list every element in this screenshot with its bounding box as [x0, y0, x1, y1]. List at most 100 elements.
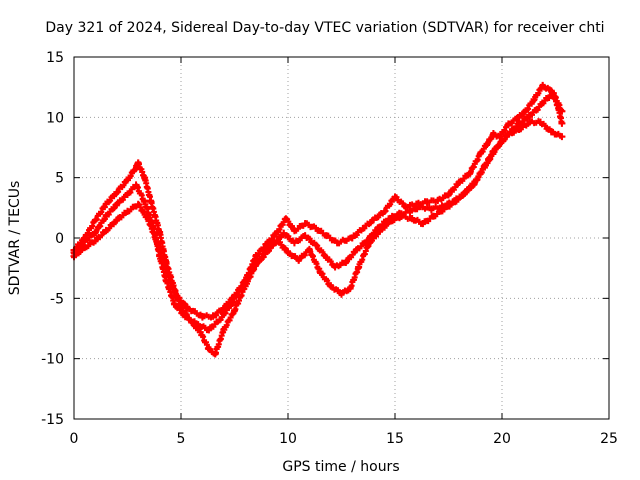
- data-point: [331, 263, 339, 271]
- data-point: [316, 268, 324, 276]
- data-point: [91, 216, 99, 224]
- data-point: [102, 212, 110, 220]
- data-point: [522, 107, 530, 115]
- data-point: [220, 326, 228, 334]
- data-point: [134, 159, 142, 167]
- data-point: [370, 216, 378, 224]
- data-point: [434, 197, 442, 205]
- data-point: [558, 107, 566, 115]
- data-point: [312, 241, 320, 249]
- data-point: [327, 282, 335, 290]
- data-point: [504, 130, 512, 138]
- data-marks: [70, 81, 566, 358]
- data-point: [113, 188, 121, 196]
- data-point: [141, 174, 149, 182]
- data-point: [305, 246, 313, 254]
- data-point: [430, 212, 438, 220]
- y-tick-label: -5: [50, 291, 64, 307]
- data-point: [549, 89, 557, 97]
- data-point: [483, 140, 491, 148]
- data-point: [558, 133, 566, 141]
- x-axis-label: GPS time / hours: [282, 459, 399, 475]
- x-tick-label: 10: [279, 431, 297, 447]
- data-point: [91, 228, 99, 236]
- data-point: [171, 288, 179, 296]
- data-point: [419, 220, 427, 228]
- data-point: [323, 232, 331, 240]
- data-point: [241, 282, 249, 290]
- data-point: [211, 350, 219, 358]
- data-point: [231, 306, 238, 314]
- data-point: [280, 229, 288, 237]
- data-point: [406, 207, 414, 215]
- data-point: [558, 119, 566, 127]
- data-point: [342, 258, 350, 266]
- data-point: [417, 203, 425, 211]
- data-point: [263, 246, 271, 254]
- data-point: [455, 178, 463, 186]
- data-point: [81, 244, 89, 252]
- data-point: [216, 316, 224, 324]
- data-point: [541, 96, 549, 104]
- data-point: [539, 82, 547, 90]
- y-tick-label: 15: [46, 50, 64, 66]
- data-point: [147, 198, 155, 206]
- data-point: [402, 203, 410, 211]
- data-point: [423, 198, 431, 206]
- data-point: [153, 240, 161, 248]
- data-point: [113, 200, 121, 208]
- data-point: [323, 253, 331, 261]
- y-tick-label: 10: [46, 110, 64, 126]
- data-point: [391, 193, 399, 201]
- data-point: [141, 198, 149, 206]
- data-point: [312, 224, 320, 232]
- x-tick-label: 25: [600, 431, 618, 447]
- data-point: [290, 239, 298, 247]
- data-point: [532, 106, 540, 114]
- data-point: [273, 228, 281, 236]
- data-point: [284, 248, 292, 256]
- data-point: [537, 118, 545, 126]
- x-tick-label: 15: [386, 431, 404, 447]
- data-point: [132, 181, 140, 189]
- data-point: [301, 220, 309, 228]
- data-point: [477, 150, 485, 158]
- data-point: [226, 302, 234, 310]
- x-tick-label: 20: [493, 431, 511, 447]
- data-point: [102, 200, 110, 208]
- data-point: [359, 224, 367, 232]
- data-point: [365, 239, 373, 247]
- data-point: [124, 207, 131, 215]
- data-point: [209, 312, 217, 320]
- data-point: [301, 232, 309, 240]
- data-point: [124, 176, 131, 184]
- data-point: [376, 227, 384, 235]
- data-point: [179, 306, 187, 314]
- data-point: [91, 236, 99, 244]
- data-point: [162, 264, 170, 272]
- data-point: [205, 345, 213, 353]
- data-point: [547, 128, 555, 136]
- data-point: [282, 215, 290, 223]
- data-point: [440, 205, 448, 213]
- data-point: [333, 239, 341, 247]
- data-point: [462, 188, 470, 196]
- data-point: [445, 191, 452, 199]
- axis-ticks: 0 5 10 15 20 25 -15 -10 -5 0 5 10 15: [41, 50, 618, 447]
- data-point: [188, 318, 196, 326]
- data-point: [526, 118, 534, 126]
- series-track-lower: [70, 118, 566, 358]
- data-point: [466, 169, 474, 177]
- x-tick-label: 0: [70, 431, 79, 447]
- data-point: [102, 227, 110, 235]
- y-tick-label: 0: [55, 231, 64, 247]
- data-point: [352, 246, 360, 254]
- x-tick-label: 5: [177, 431, 186, 447]
- data-point: [408, 215, 416, 223]
- y-tick-label: -15: [41, 412, 64, 428]
- data-point: [387, 217, 395, 225]
- data-point: [252, 261, 260, 269]
- data-point: [380, 207, 388, 215]
- data-point: [196, 328, 204, 336]
